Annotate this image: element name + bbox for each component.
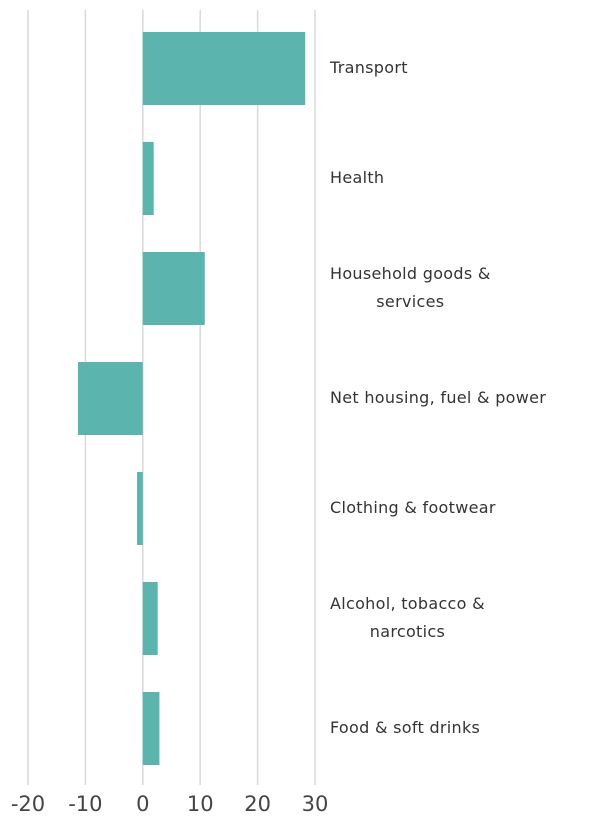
bar [77,362,143,435]
bar [142,32,306,105]
bar [142,142,154,215]
category-label: Net housing, fuel & power [330,388,547,407]
category-label: Alcohol, tobacco & narcotics [330,594,485,641]
x-tick-label: -20 [11,792,45,816]
category-label: Health [330,168,385,187]
bar [142,582,158,655]
x-tick-label: 0 [136,792,149,816]
x-tick-label: 10 [187,792,214,816]
x-tick-label: 20 [244,792,271,816]
x-tick-label: 30 [302,792,329,816]
category-label: Clothing & footwear [330,498,496,517]
bar [137,472,143,545]
bar [142,252,205,325]
bar [142,692,160,765]
category-label: Household goods & services [330,264,491,311]
x-tick-label: -10 [68,792,102,816]
category-label: Food & soft drinks [330,718,481,737]
category-label: Transport [330,58,408,77]
